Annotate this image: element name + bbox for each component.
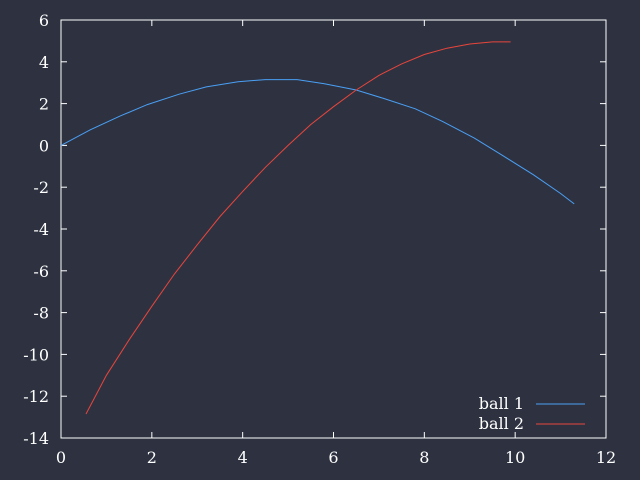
series-line-ball-2 <box>85 41 511 415</box>
y-tick-label: -6 <box>33 262 49 281</box>
y-tick-label: -4 <box>33 220 49 239</box>
y-tick-label: 6 <box>39 11 49 30</box>
plot-frame <box>60 19 607 439</box>
y-tick-label: 2 <box>39 95 49 114</box>
x-tick-label: 4 <box>238 448 248 467</box>
y-tick-label: -12 <box>23 387 49 406</box>
x-tick-label: 12 <box>596 448 616 467</box>
x-tick-label: 8 <box>419 448 429 467</box>
y-tick-label: -8 <box>33 304 49 323</box>
y-tick-label: -14 <box>23 429 49 448</box>
y-tick-label: 0 <box>39 136 49 155</box>
series-layer <box>60 41 575 415</box>
x-tick-label: 10 <box>505 448 525 467</box>
legend-label: ball 2 <box>479 414 524 433</box>
y-tick-label: -10 <box>23 345 49 364</box>
y-tick-label: -2 <box>33 178 49 197</box>
series-line-ball-1 <box>60 79 575 205</box>
x-tick-label: 6 <box>328 448 338 467</box>
x-tick-label: 2 <box>147 448 157 467</box>
legend-label: ball 1 <box>479 394 524 413</box>
y-tick-label: 4 <box>39 53 49 72</box>
x-tick-label: 0 <box>56 448 66 467</box>
axis-ticks: 0 2 4 6 8 10 12 6 4 2 0 -2 -4 -6 -8 -10 -12 -14 <box>23 11 616 467</box>
